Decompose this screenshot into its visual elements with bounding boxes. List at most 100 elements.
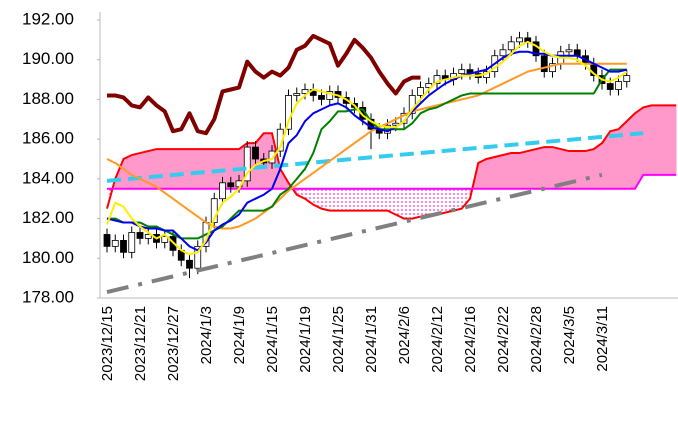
x-tick-label: 2024/1/19 [297,306,314,373]
candle-body [186,259,193,269]
cloud-fill [428,188,437,215]
x-tick-label: 2024/3/5 [561,306,578,364]
cloud-fill [379,188,388,211]
candle-body [499,49,507,57]
cloud-fill [321,188,330,211]
candle-body [606,83,614,90]
candle-body [549,63,556,73]
cloud-fill [354,188,363,211]
cloud-fill [659,105,669,176]
cloud-fill [453,188,462,211]
cloud-fill [305,188,314,205]
cloud-fill [346,188,355,211]
cloud-fill [626,112,636,190]
y-tick-label: 180.00 [22,248,74,267]
y-tick-label: 184.00 [22,168,74,187]
cloud-fill [164,148,174,190]
x-tick-label: 2023/12/15 [99,306,116,381]
cloud-fill [131,152,141,190]
x-tick-label: 2024/2/6 [396,306,413,364]
cloud-fill [412,188,421,219]
cloud-fill [577,150,586,190]
cloud-fill [494,154,504,190]
series-line [106,62,627,230]
candle-body [227,182,235,188]
candle-body [565,49,573,53]
cloud-span [107,173,677,190]
y-tick-label: 192.00 [22,9,74,28]
cloud-fill [172,148,182,190]
candle-body [417,87,424,96]
x-tick-label: 2024/1/15 [264,306,281,373]
candle-body [318,95,325,100]
x-tick-label: 2024/1/31 [363,306,380,373]
candle-body [540,55,548,73]
cloud-fill [593,142,603,190]
cloud-fill [362,188,371,211]
x-tick-label: 2023/12/27 [165,306,182,381]
candle-body [103,234,111,247]
candle-body [136,232,144,239]
cloud-fill [544,146,553,190]
cloud-fill [181,148,190,190]
cloud-fill [197,148,207,190]
cloud-fill [387,188,396,215]
x-tick-label: 2024/1/3 [198,306,215,364]
x-tick-label: 2024/2/12 [429,306,446,373]
x-tick-label: 2024/3/11 [594,306,611,372]
cloud-fill [519,150,528,190]
candle-body [128,232,136,253]
cloud-fill [527,148,537,190]
cloud-fill [651,105,660,176]
candle-body [194,245,202,269]
cloud-fill [338,188,347,211]
cloud-fill [371,188,380,211]
cloud-fill [585,148,594,190]
candle-body [326,91,334,100]
candle-body [507,41,515,51]
cloud-fill [461,188,470,209]
cloud-fill [313,188,322,209]
candle-body [301,89,309,94]
candle-body [243,146,251,182]
candle-body [120,240,127,253]
cloud-fill [420,188,429,217]
x-tick-label: 2024/1/25 [330,306,347,373]
cloud-fill [329,188,338,211]
x-tick-label: 2024/2/28 [528,306,545,373]
series-line [106,50,627,252]
cloud-fill [511,152,520,190]
candle-body [433,75,441,84]
cloud-fill [205,148,215,190]
y-tick-label: 182.00 [22,208,74,227]
cloud-span [106,104,677,220]
cloud-fill [404,188,413,219]
candle-body [623,75,631,82]
cloud-fill [445,188,454,213]
cloud-fill [643,105,652,176]
candle-body [458,69,466,75]
x-tick-label: 2024/1/9 [231,306,248,364]
cloud-fill [610,128,619,190]
candle-body [268,150,276,164]
cloud-fill [437,188,446,215]
candle-body [161,236,169,243]
cloud-fill [156,148,165,190]
candle-body [293,93,301,96]
series-line [107,33,421,136]
x-tick-label: 2024/2/22 [495,306,512,373]
x-tick-label: 2023/12/21 [132,306,149,381]
trend-line [106,131,644,183]
y-tick-label: 178.00 [22,287,74,306]
cloud-fill [667,105,677,176]
candle-body [219,182,226,200]
cloud-fill [552,146,561,190]
cloud-fill [296,188,305,199]
cloud-fill [618,120,627,190]
trend-line [106,172,603,294]
series-line [106,40,628,256]
y-tick-label: 188.00 [22,89,74,108]
cloud-fill [486,156,495,190]
